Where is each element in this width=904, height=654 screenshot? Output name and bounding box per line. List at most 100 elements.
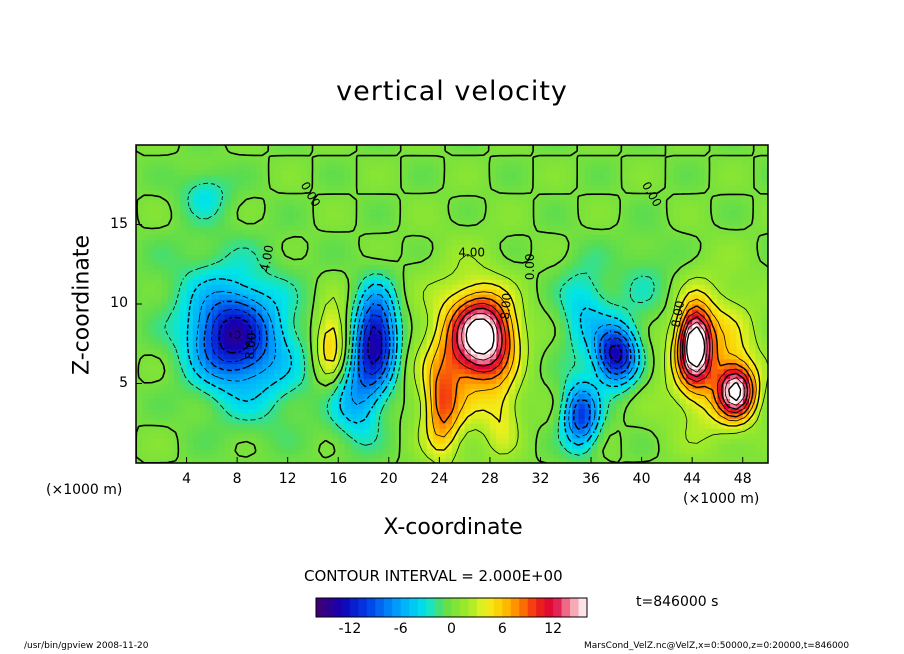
heatmap-cell: [515, 368, 523, 375]
heatmap-cell: [154, 363, 162, 370]
heatmap-cell: [186, 318, 194, 325]
heatmap-cell: [452, 343, 459, 350]
heatmap-cell: [521, 249, 529, 255]
heatmap-cell: [205, 209, 213, 216]
heatmap-cell: [180, 313, 188, 320]
heatmap-cell: [249, 299, 257, 305]
heatmap-cell: [319, 284, 327, 290]
heatmap-cell: [445, 398, 453, 404]
heatmap-cell: [287, 259, 295, 265]
heatmap-cell: [243, 224, 251, 231]
heatmap-cell: [445, 234, 453, 241]
heatmap-cell: [376, 154, 384, 161]
heatmap-cell: [148, 408, 156, 414]
heatmap-cell: [275, 244, 282, 250]
heatmap-cell: [325, 428, 333, 434]
heatmap-cell: [249, 383, 257, 390]
heatmap-cell: [407, 179, 415, 186]
heatmap-cell: [363, 169, 371, 176]
heatmap-cell: [407, 433, 415, 439]
heatmap-cell: [395, 159, 403, 166]
heatmap-cell: [312, 194, 320, 201]
heatmap-cell: [262, 169, 270, 176]
heatmap-cell: [470, 149, 478, 156]
heatmap-cell: [597, 145, 605, 151]
heatmap-cell: [262, 393, 270, 400]
heatmap-cell: [148, 438, 156, 444]
heatmap-cell: [306, 249, 314, 255]
heatmap-cell: [211, 274, 219, 280]
heatmap-cell: [546, 318, 554, 325]
heatmap-cell: [294, 453, 301, 459]
heatmap-cell: [565, 249, 573, 255]
heatmap-cell: [148, 244, 156, 250]
heatmap-cell: [357, 149, 365, 156]
heatmap-cell: [331, 448, 339, 454]
heatmap-cell: [249, 343, 257, 350]
heatmap-cell: [439, 214, 447, 221]
heatmap-cell: [616, 313, 624, 320]
heatmap-cell: [161, 249, 169, 255]
heatmap-cell: [154, 388, 162, 395]
heatmap-cell: [344, 174, 352, 181]
heatmap-cell: [502, 448, 510, 454]
heatmap-cell: [584, 363, 592, 370]
heatmap-cell: [275, 448, 282, 454]
heatmap-cell: [199, 338, 207, 345]
heatmap-cell: [572, 184, 579, 191]
heatmap-cell: [565, 229, 573, 236]
heatmap-cell: [148, 443, 156, 449]
heatmap-cell: [420, 428, 428, 434]
heatmap-cell: [572, 393, 579, 400]
heatmap-cell: [148, 184, 156, 191]
heatmap-cell: [357, 184, 365, 191]
heatmap-cell: [420, 145, 428, 151]
heatmap-cell: [477, 169, 485, 176]
heatmap-cell: [540, 318, 548, 325]
heatmap-cell: [306, 358, 314, 365]
heatmap-cell: [205, 353, 213, 360]
heatmap-cell: [572, 363, 579, 370]
heatmap-cell: [553, 244, 561, 250]
heatmap-cell: [319, 249, 327, 255]
heatmap-cell: [382, 423, 390, 429]
heatmap-cell: [344, 179, 352, 186]
heatmap-cell: [439, 244, 447, 250]
heatmap-cell: [445, 159, 453, 166]
heatmap-cell: [376, 239, 384, 245]
heatmap-cell: [205, 274, 213, 280]
heatmap-cell: [275, 323, 282, 330]
heatmap-cell: [515, 199, 523, 206]
heatmap-cell: [414, 199, 421, 206]
heatmap-cell: [382, 234, 390, 241]
heatmap-cell: [597, 229, 605, 236]
heatmap-cell: [458, 408, 466, 414]
heatmap-cell: [426, 254, 434, 260]
heatmap-cell: [300, 154, 308, 161]
heatmap-cell: [420, 458, 428, 463]
heatmap-cell: [420, 294, 428, 300]
heatmap-cell: [508, 418, 516, 424]
heatmap-cell: [306, 244, 314, 250]
heatmap-cell: [597, 269, 605, 275]
heatmap-cell: [433, 279, 440, 285]
heatmap-cell: [243, 378, 251, 385]
heatmap-cell: [616, 308, 624, 315]
heatmap-cell: [414, 229, 421, 236]
heatmap-cell: [464, 169, 472, 176]
heatmap-cell: [306, 229, 314, 236]
heatmap-cell: [363, 189, 371, 196]
heatmap-cell: [483, 159, 491, 166]
heatmap-cell: [382, 224, 390, 231]
heatmap-cell: [211, 174, 219, 181]
heatmap-cell: [572, 194, 579, 201]
heatmap-cell: [407, 194, 415, 201]
heatmap-cell: [508, 254, 516, 260]
heatmap-cell: [559, 204, 567, 211]
heatmap-cell: [610, 234, 617, 241]
heatmap-cell: [565, 145, 573, 151]
heatmap-cell: [154, 239, 162, 245]
heatmap-cell: [540, 159, 548, 166]
heatmap-cell: [622, 448, 630, 454]
heatmap-cell: [161, 398, 169, 404]
